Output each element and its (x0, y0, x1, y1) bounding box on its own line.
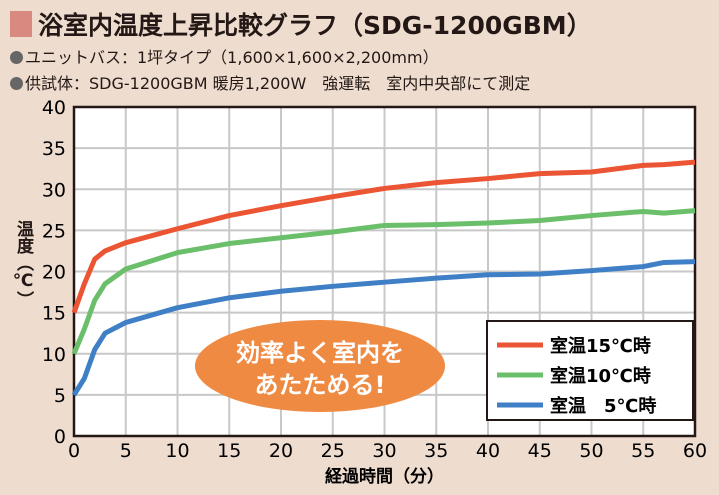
x-tick-label: 25 (321, 440, 345, 462)
x-tick-label: 5 (120, 440, 132, 462)
plot-border (72, 105, 697, 438)
spec-line-1: ユニットバス：1坪タイプ（1,600×1,600×2,200mm） (10, 44, 439, 68)
x-tick-label: 60 (683, 440, 707, 462)
y-tick-label: 5 (54, 385, 66, 407)
callout-line-1: 効率よく室内を (236, 339, 404, 367)
y-tick-label: 30 (42, 179, 66, 201)
spec-text: ユニットバス：1坪タイプ（1,600×1,600×2,200mm） (25, 48, 439, 67)
x-tick-label: 20 (269, 440, 293, 462)
x-tick-label: 40 (476, 440, 500, 462)
bullet-icon (10, 77, 23, 90)
x-axis-label: 経過時間（分） (325, 466, 444, 487)
x-tick-label: 30 (372, 440, 396, 462)
callout-bubble (195, 320, 445, 412)
y-tick-label: 20 (42, 262, 66, 284)
chart-title: 浴室内温度上昇比較グラフ（SDG-1200GBM） (10, 6, 592, 42)
legend-label-1: 室温10℃時 (550, 365, 651, 387)
x-tick-label: 35 (424, 440, 448, 462)
title-text: 浴室内温度上昇比較グラフ（SDG-1200GBM） (38, 11, 592, 40)
spec-text: 供試体：SDG-1200GBM 暖房1,200W 強運転 室内中央部にて測定 (25, 74, 531, 93)
y-tick-label: 35 (42, 138, 66, 160)
bullet-icon (10, 51, 23, 64)
y-tick-label: 15 (42, 303, 66, 325)
x-tick-label: 15 (217, 440, 241, 462)
x-tick-label: 0 (68, 440, 80, 462)
legend-label-0: 室温15℃時 (550, 335, 651, 357)
y-tick-label: 25 (42, 220, 66, 242)
x-tick-label: 50 (579, 440, 603, 462)
x-tick-label: 45 (528, 440, 552, 462)
y-tick-label: 10 (42, 344, 66, 366)
series-line-0 (71, 159, 696, 314)
y-axis-label: 温度（℃） (13, 220, 33, 308)
callout-line-2: あたためる! (255, 371, 386, 399)
spec-line-2: 供試体：SDG-1200GBM 暖房1,200W 強運転 室内中央部にて測定 (10, 70, 530, 94)
legend-label-2: 室温 5℃時 (550, 395, 656, 417)
x-tick-label: 10 (165, 440, 189, 462)
series-line-1 (71, 208, 696, 355)
series-line-2 (71, 259, 696, 397)
title-marker-icon (10, 11, 32, 37)
y-tick-label: 40 (42, 97, 66, 119)
y-tick-label: 0 (54, 426, 66, 448)
x-tick-label: 55 (631, 440, 655, 462)
